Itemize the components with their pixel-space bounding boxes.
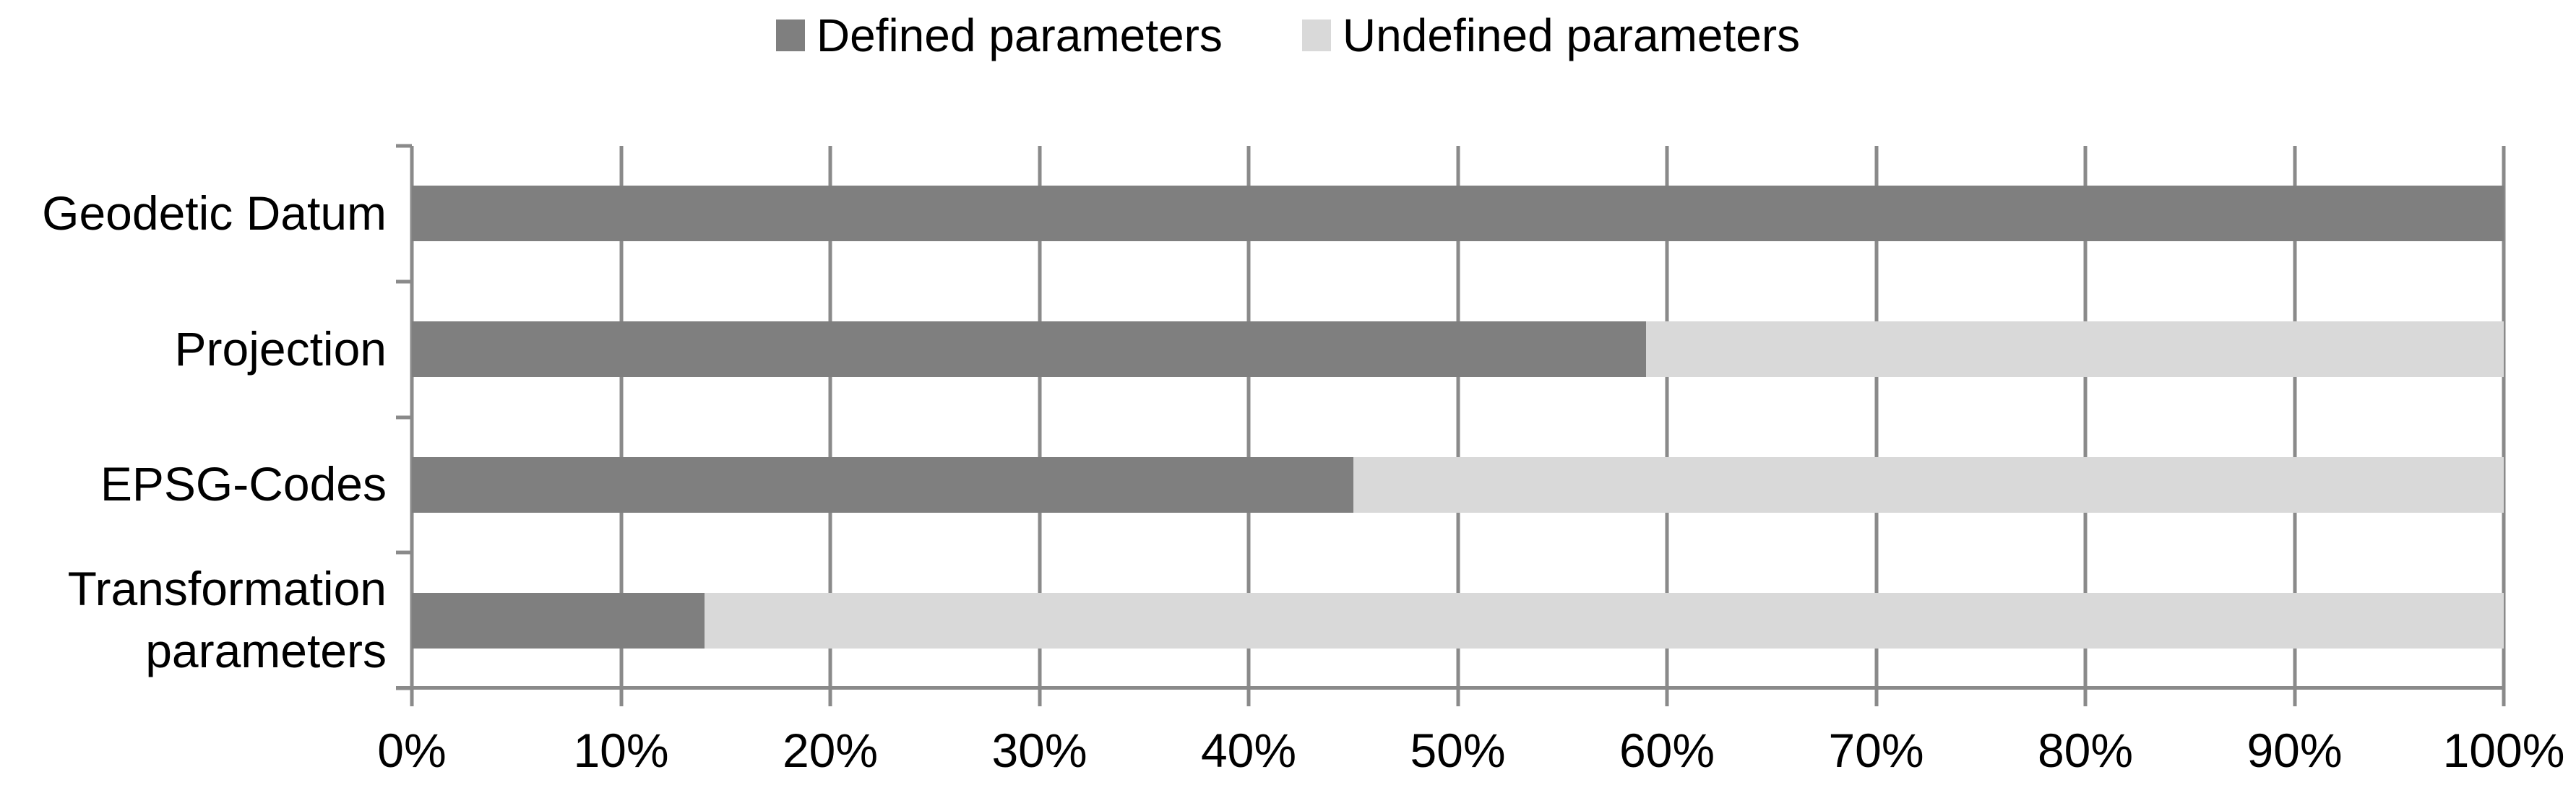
y-axis-tick (396, 279, 412, 284)
bar-row (412, 552, 2504, 688)
gridline-30% (1038, 146, 1041, 706)
bar-segment-defined (412, 456, 1353, 513)
gridline-40% (1246, 146, 1251, 706)
bar-segment-undefined (705, 592, 2504, 649)
legend: Defined parameters Undefined parameters (0, 9, 2576, 62)
x-tick-label: 100% (2442, 724, 2565, 777)
category-label: Projection (174, 321, 387, 376)
y-axis-tick (396, 415, 412, 419)
bar-segment-defined (412, 592, 705, 649)
x-tick-label: 90% (2247, 724, 2343, 777)
bar-row (412, 146, 2504, 282)
x-tick-label: 70% (1828, 724, 1924, 777)
x-tick-label: 40% (1200, 724, 1297, 777)
gridline-50% (1456, 146, 1460, 706)
category-label: Geodetic Datum (42, 186, 387, 240)
legend-item-defined-parameters: Defined parameters (775, 9, 1223, 62)
gridline-70% (1874, 146, 1878, 706)
legend-label-undefined: Undefined parameters (1342, 9, 1801, 61)
x-tick-label: 30% (991, 724, 1087, 777)
gridline-10% (619, 146, 623, 706)
stacked-bar-projection (412, 321, 2504, 378)
stacked-bar-geodetic-datum (412, 186, 2504, 242)
gridline-60% (1665, 146, 1669, 706)
legend-swatch-defined-icon (775, 19, 805, 51)
x-tick-label: 0% (377, 724, 447, 777)
y-axis-tick (396, 144, 412, 148)
plot-area: 0% 10% 20% 30% 40% 50% 60% 70% 80% 90% 100% (377, 144, 2564, 777)
category-axis: Geodetic Datum Projection EPSG-Codes Transf… (0, 146, 387, 688)
y-axis-tick (396, 550, 412, 555)
bar-segment-undefined (1646, 321, 2504, 378)
x-tick-label: 10% (573, 724, 669, 777)
legend-swatch-undefined-icon (1301, 19, 1331, 51)
x-tick-label: 80% (2037, 724, 2134, 777)
x-tick-label: 60% (1619, 724, 1715, 777)
gridline-80% (2083, 146, 2088, 706)
stacked-bar-epsg-codes (412, 456, 2504, 513)
legend-item-undefined-parameters: Undefined parameters (1301, 9, 1801, 62)
bar-row (412, 282, 2504, 417)
stacked-bar-transformation-parameters (412, 592, 2504, 649)
gridline-90% (2293, 146, 2296, 706)
legend-label-defined: Defined parameters (816, 9, 1223, 61)
gridline-20% (828, 146, 832, 706)
bar-segment-defined (412, 321, 1647, 378)
category-label: EPSG-Codes (100, 457, 387, 511)
gridline-0% (410, 146, 414, 706)
x-tick-label: 50% (1410, 724, 1506, 777)
x-axis-line (396, 686, 2504, 690)
x-tick-label: 20% (782, 724, 879, 777)
bar-segment-undefined (1353, 456, 2504, 513)
bar-row (412, 417, 2504, 553)
gridline-100% (2502, 146, 2506, 706)
bar-segment-defined (412, 186, 2504, 242)
category-label: Transformation parameters (67, 562, 387, 678)
